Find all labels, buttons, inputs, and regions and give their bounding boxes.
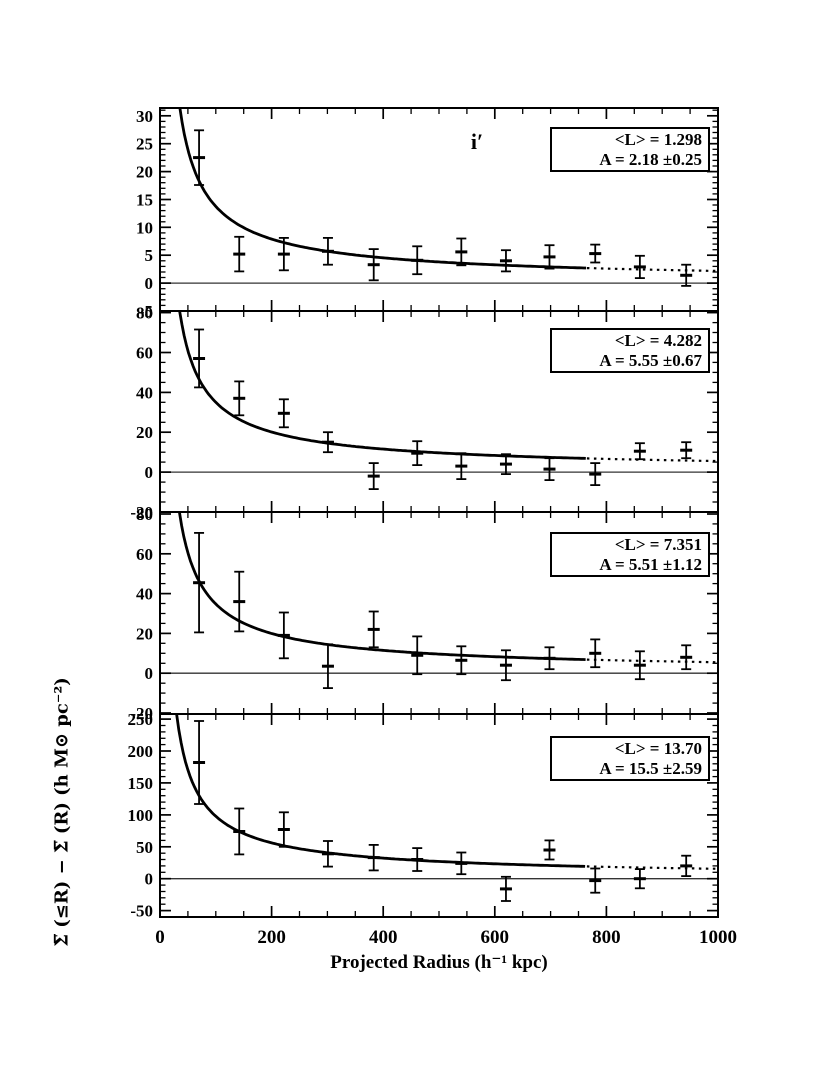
y-tick-label: 80 [136,304,153,323]
legend-panel-1: <L> = 1.298 A = 2.18 ±0.25 [550,127,710,172]
fit-curve [178,107,587,270]
y-tick-label: 60 [136,344,153,363]
fit-curve [586,658,717,664]
fit-curve [175,713,586,868]
y-tick-label: 80 [136,505,153,524]
legend-amplitude: A = 5.55 ±0.67 [599,351,702,370]
y-tick-label: 10 [136,218,153,237]
legend-mean-luminosity: <L> = 13.70 [614,739,702,758]
y-tick-label: 150 [128,774,154,793]
y-tick-label: 40 [136,585,153,604]
x-tick-label: 800 [592,927,621,948]
y-tick-label: -20 [130,704,153,723]
y-tick-label: 30 [136,107,153,126]
legend-mean-luminosity: <L> = 1.298 [614,130,702,149]
legend-amplitude: A = 2.18 ±0.25 [599,150,702,169]
y-axis-title: Σ̅ (≤R) − Σ̅ (R) (h M⊙ pc⁻²) [51,677,73,947]
y-tick-label: 5 [145,246,154,265]
y-tick-label: 0 [145,870,154,889]
y-tick-label: -20 [130,503,153,522]
x-axis-title: Projected Radius (h⁻¹ kpc) [330,952,548,973]
y-tick-label: 25 [136,135,153,154]
legend-panel-2: <L> = 4.282 A = 5.55 ±0.67 [550,328,710,373]
y-tick-label: 15 [136,191,153,210]
legend-amplitude: A = 5.51 ±1.12 [599,555,702,574]
y-tick-label: 0 [145,274,154,293]
fit-curve [178,310,586,460]
y-tick-label: -50 [130,902,153,921]
x-tick-label: 1000 [699,927,737,948]
fit-curve [586,865,717,870]
fit-curve [586,457,717,463]
band-label: i′ [470,129,484,154]
legend-amplitude: A = 15.5 ±2.59 [599,759,702,778]
y-tick-label: 50 [136,838,153,857]
y-tick-label: 0 [145,664,154,683]
x-tick-label: 0 [155,927,165,948]
y-tick-label: 250 [128,710,154,729]
y-tick-label: 60 [136,545,153,564]
legend-panel-4: <L> = 13.70 A = 15.5 ±2.59 [550,736,710,781]
fit-curve [586,267,717,272]
y-tick-label: 20 [136,163,153,182]
y-tick-label: 20 [136,624,153,643]
fit-curve [178,511,586,661]
x-tick-label: 600 [481,927,510,948]
x-tick-label: 200 [257,927,286,948]
legend-mean-luminosity: <L> = 4.282 [614,331,702,350]
x-tick-label: 400 [369,927,398,948]
legend-mean-luminosity: <L> = 7.351 [614,535,702,554]
legend-panel-3: <L> = 7.351 A = 5.51 ±1.12 [550,532,710,577]
y-tick-label: 200 [128,742,154,761]
y-tick-label: 0 [145,463,154,482]
y-tick-label: 100 [128,806,154,825]
y-tick-label: 40 [136,383,153,402]
y-tick-label: -5 [139,302,153,321]
y-tick-label: 20 [136,423,153,442]
